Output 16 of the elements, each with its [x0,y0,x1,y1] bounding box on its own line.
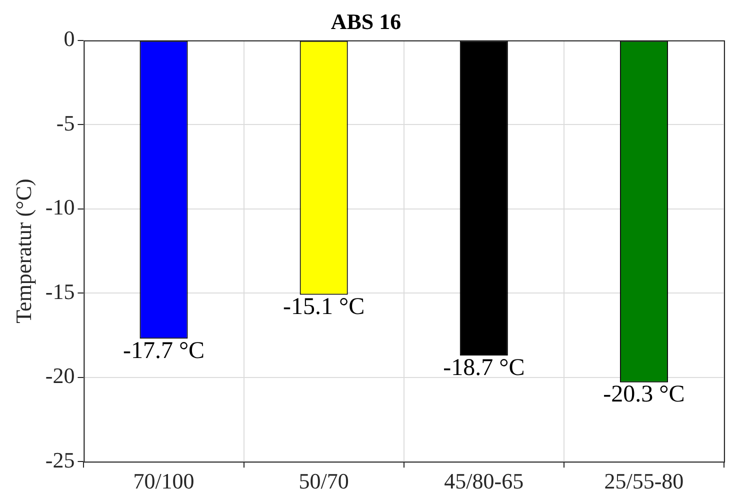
data-label: -18.7 °C [443,354,525,381]
x-tick-label: 70/100 [133,468,194,494]
y-tick-label: -20 [45,363,75,388]
y-tick-label: -25 [45,447,75,472]
data-label: -15.1 °C [283,294,365,320]
x-tick-label: 25/55-80 [604,468,684,494]
y-tick-label: 0 [64,26,75,52]
y-tick-label: -5 [56,110,75,136]
y-axis-title: Temperatur (°C) [10,178,36,324]
chart-title: ABS 16 [330,8,402,34]
x-tick-label: 50/70 [298,468,349,494]
data-label: -20.3 °C [603,382,685,408]
y-tick-label: -10 [45,194,75,220]
data-label: -17.7 °C [122,338,205,364]
x-tick-label: 45/80-65 [444,468,524,494]
y-tick-label: -15 [45,278,75,304]
